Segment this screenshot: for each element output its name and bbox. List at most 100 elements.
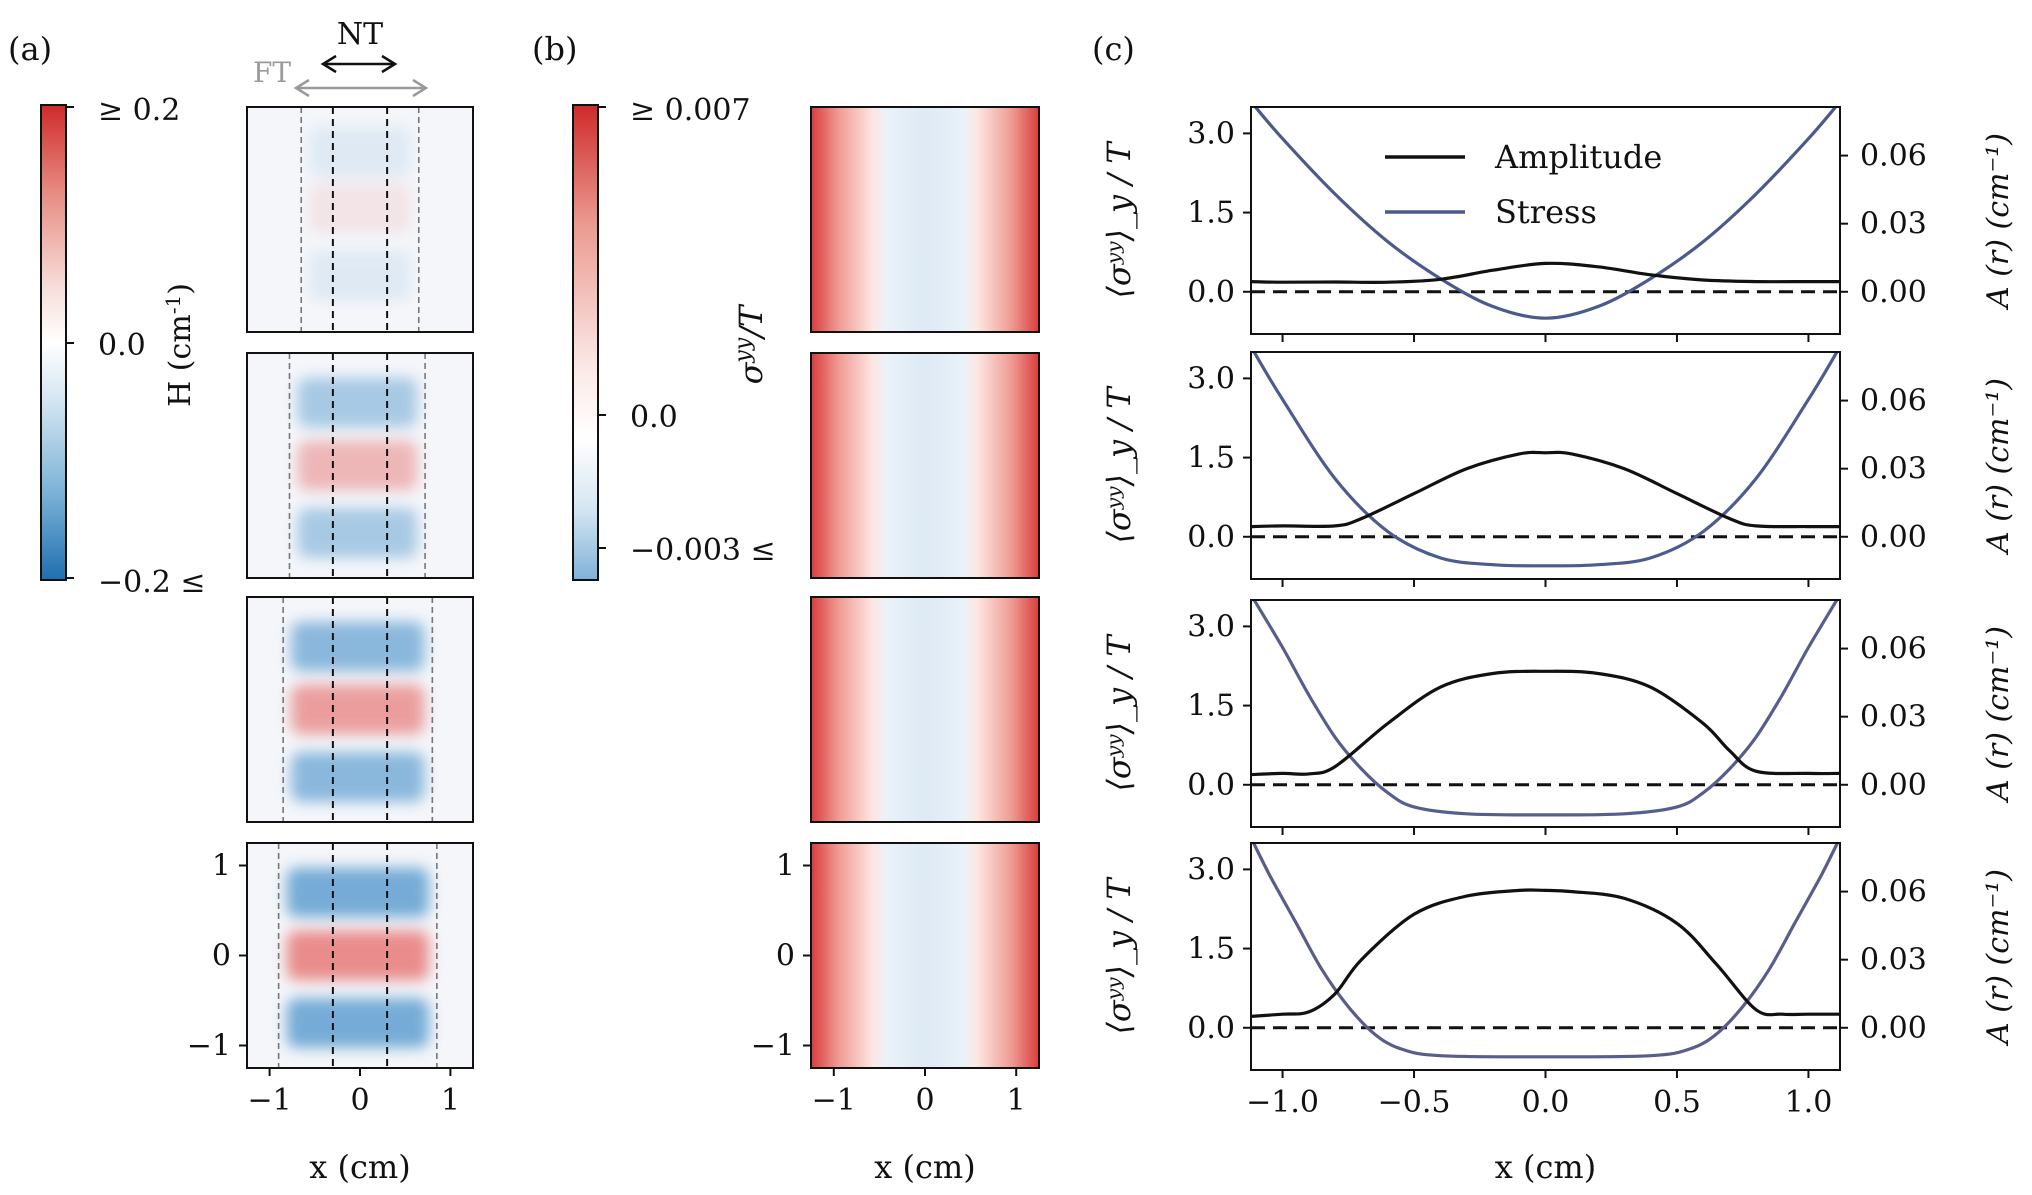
line-plot-4: 3.0 1.5 0.0 0.06 0.03 0.00 −1.0 −0.5 0.0 0.5 1.0 ⟨σ… <box>1100 842 2016 1120</box>
right-ylabel: A (r) (cm⁻¹) <box>1981 133 2016 311</box>
left-ytick-label: 3.0 <box>1187 361 1235 396</box>
heatmap-b-frame <box>810 596 1040 823</box>
legend-stress-label: Stress <box>1495 193 1597 231</box>
left-ytick-label: 0.0 <box>1187 520 1235 555</box>
a-ytick-label: 0 <box>212 939 231 974</box>
right-ylabel: A (r) (cm⁻¹) <box>1981 378 2016 556</box>
colorbar-a-tick-label-mid: 0.0 <box>98 328 146 363</box>
a-xtick-label: 0 <box>350 1083 369 1118</box>
left-ylabel: ⟨σʸʸ⟩_y / T <box>1100 140 1138 299</box>
left-ytick-label: 1.5 <box>1187 932 1235 967</box>
amplitude-line <box>1251 450 1840 529</box>
right-ytick-label: 0.03 <box>1860 207 1927 242</box>
a-ytick-label: 1 <box>212 849 231 884</box>
c-xlabel: x (cm) <box>1495 1148 1596 1186</box>
amplitude-line <box>1251 669 1840 777</box>
heatmap-b-3 <box>810 596 1040 823</box>
colorbar-b-tick-label-mid: 0.0 <box>630 400 678 435</box>
b-ytick-label: −1 <box>751 1029 795 1064</box>
heatmap-a-band <box>291 684 425 735</box>
heatmap-b-frame <box>810 352 1040 579</box>
left-ytick-label: 0.0 <box>1187 275 1235 310</box>
colorbar-a-tick-label-top: ≥ 0.2 <box>98 93 180 128</box>
xtick-label: 0.0 <box>1522 1085 1570 1120</box>
left-ytick-label: 3.0 <box>1187 609 1235 644</box>
colorbar-b-tick-label-bottom: −0.003 ≤ <box>630 533 776 568</box>
heatmap-a-frame <box>246 596 474 823</box>
b-xtick-label: 1 <box>1007 1083 1026 1118</box>
heatmap-a-band <box>291 621 425 672</box>
left-ytick-label: 3.0 <box>1187 116 1235 151</box>
heatmap-a-band <box>309 251 411 301</box>
a-ytick-label: −1 <box>187 1029 231 1064</box>
colorbar-b-tick-label-top: ≥ 0.007 <box>630 93 751 128</box>
heatmap-a-band <box>309 127 411 177</box>
left-ytick-label: 0.0 <box>1187 1011 1235 1046</box>
colorbar-a <box>40 104 67 581</box>
stress-line <box>1253 107 1838 320</box>
b-xtick-label: 0 <box>915 1083 934 1118</box>
right-ylabel: A (r) (cm⁻¹) <box>1981 626 2016 804</box>
heatmap-b-2 <box>810 352 1040 579</box>
colorbar-b <box>572 104 599 581</box>
nt-arrow-head-left <box>320 54 337 74</box>
left-ylabel: ⟨σʸʸ⟩_y / T <box>1100 385 1138 544</box>
left-ylabel: ⟨σʸʸ⟩_y / T <box>1100 633 1138 792</box>
right-ylabel: A (r) (cm⁻¹) <box>1981 869 2016 1047</box>
heatmap-a-band <box>297 440 418 491</box>
heatmap-a-2 <box>246 352 474 579</box>
heatmap-b-field <box>811 107 1039 332</box>
b-ytick-label: 1 <box>776 849 795 884</box>
line-plot-frame <box>1250 351 1841 580</box>
right-ytick-label: 0.03 <box>1860 943 1927 978</box>
heatmap-b-field <box>811 843 1039 1068</box>
heatmap-a-frame <box>246 352 474 579</box>
heatmap-a-band <box>286 930 429 981</box>
a-xtick-label: −1 <box>247 1083 291 1118</box>
panel-a: ≥ 0.2 0.0 −0.2 ≤ H (cm-1) NT FT 1 0 −1 −1 0 1… <box>40 17 474 1186</box>
heatmap-b-1 <box>810 106 1040 333</box>
xtick-label: 1.0 <box>1785 1085 1833 1120</box>
legend-amplitude-label: Amplitude <box>1494 138 1662 176</box>
b-xlabel: x (cm) <box>874 1148 975 1186</box>
right-ytick-label: 0.00 <box>1860 768 1927 803</box>
a-xtick-label: 1 <box>441 1083 460 1118</box>
heatmap-b-field <box>811 353 1039 578</box>
line-plot-frame <box>1250 599 1841 828</box>
left-ylabel: ⟨σʸʸ⟩_y / T <box>1100 876 1138 1035</box>
heatmap-a-3 <box>246 596 474 823</box>
left-ytick-label: 3.0 <box>1187 852 1235 887</box>
legend: Amplitude Stress <box>1385 138 1662 231</box>
panel-label-b: (b) <box>532 30 577 68</box>
ft-label: FT <box>253 56 291 89</box>
colorbar-a-label: H (cm-1) <box>161 283 198 407</box>
stress-line <box>1251 843 1840 1059</box>
line-plot-2: 3.0 1.5 0.0 0.06 0.03 0.00 ⟨σʸʸ⟩_y / T A (r) (c… <box>1100 351 2016 587</box>
line-plot-frame <box>1250 842 1841 1071</box>
a-xlabel: x (cm) <box>309 1148 410 1186</box>
heatmap-a-band <box>297 508 418 558</box>
right-ytick-label: 0.00 <box>1860 1011 1927 1046</box>
right-ytick-label: 0.06 <box>1860 139 1927 174</box>
heatmap-a-1 <box>246 106 474 333</box>
line-plot-3: 3.0 1.5 0.0 0.06 0.03 0.00 ⟨σʸʸ⟩_y / T A (r) (c… <box>1100 599 2016 835</box>
right-ytick-label: 0.03 <box>1860 700 1927 735</box>
colorbar-a-tick-label-bottom: −0.2 ≤ <box>98 565 206 600</box>
heatmap-a-band <box>291 752 425 802</box>
xtick-label: −0.5 <box>1378 1085 1451 1120</box>
nt-arrow-head-right <box>381 54 398 74</box>
heatmap-a-band <box>286 867 429 918</box>
ft-arrow-head-left <box>293 78 310 98</box>
ft-arrow-head-right <box>412 78 429 98</box>
panel-b: ≥ 0.007 0.0 −0.003 ≤ σyy/T 1 0 −1 −1 0 1 x (cm… <box>572 93 1040 1186</box>
heatmap-a-4 <box>246 842 474 1069</box>
left-ytick-label: 0.0 <box>1187 768 1235 803</box>
xtick-label: 0.5 <box>1653 1085 1701 1120</box>
right-ytick-label: 0.03 <box>1860 452 1927 487</box>
heatmap-a-band <box>309 183 411 233</box>
right-ytick-label: 0.00 <box>1860 275 1927 310</box>
stress-line <box>1252 600 1839 817</box>
right-ytick-label: 0.00 <box>1860 520 1927 555</box>
left-ytick-label: 1.5 <box>1187 689 1235 724</box>
right-ytick-label: 0.06 <box>1860 875 1927 910</box>
